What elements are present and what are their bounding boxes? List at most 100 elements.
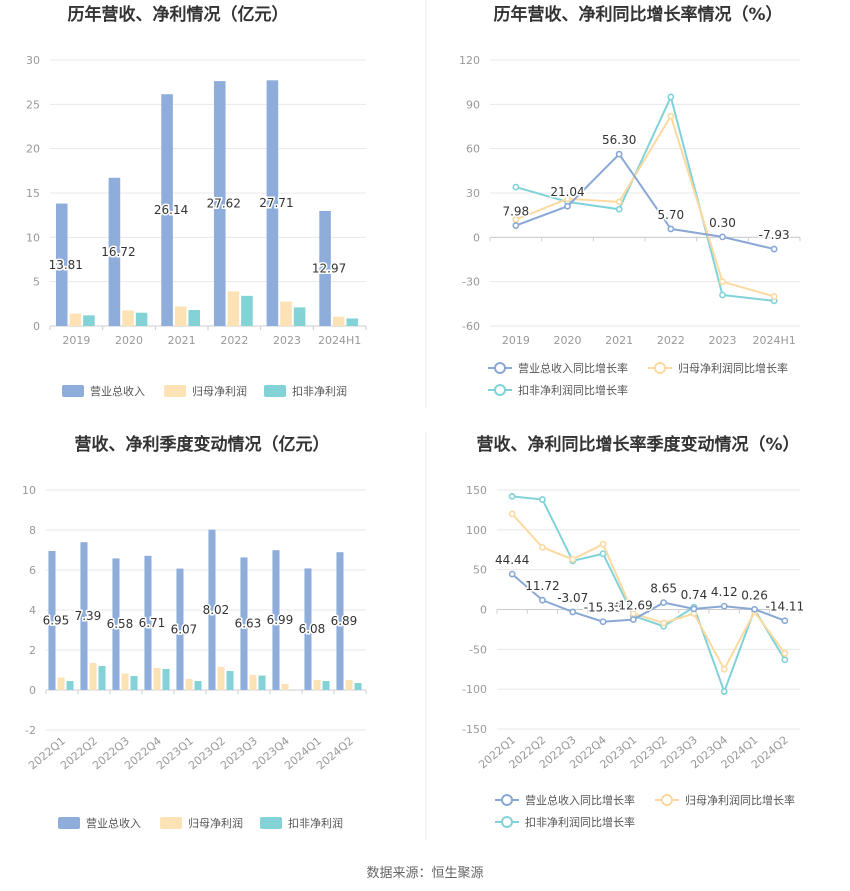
y-tick-label: -150: [462, 723, 487, 736]
quarterly-revenue-profit-chart: 营收、净利季度变动情况（亿元）-202468102022Q12022Q22022…: [22, 434, 367, 830]
y-tick-label: 30: [466, 187, 480, 200]
legend-label: 归母净利润: [188, 816, 243, 830]
legend: 营业总收入 归母净利润 扣非净利润: [58, 816, 343, 830]
bar-data-label: 7.39: [75, 609, 102, 623]
y-tick-label: 15: [26, 187, 40, 200]
bar: [281, 684, 289, 690]
chart-title: 历年营收、净利同比增长率情况（%）: [493, 4, 782, 25]
series-point: [569, 608, 577, 616]
legend: 营业总收入 归母净利润 扣非净利润: [62, 384, 347, 398]
series-point: [599, 618, 607, 626]
legend-label: 营业总收入: [90, 384, 145, 398]
series-point: [629, 610, 637, 617]
legend-label: 扣非净利润同比增长率: [518, 383, 628, 397]
series-point: [781, 649, 789, 657]
series-point: [781, 656, 789, 664]
bar: [345, 680, 353, 690]
series-point: [720, 665, 728, 673]
legend-label: 归母净利润同比增长率: [678, 361, 788, 375]
y-tick-label: 2: [29, 644, 36, 657]
series-point: [569, 555, 577, 563]
bar: [69, 313, 82, 326]
line-data-label: -14.11: [766, 600, 805, 614]
series-point: [667, 112, 675, 120]
bar-data-label: 6.58: [107, 617, 134, 631]
bar: [185, 679, 193, 690]
y-tick-label: 20: [26, 143, 40, 156]
x-tick-label: 2022: [220, 334, 248, 347]
bar-data-label: 27.71: [259, 196, 293, 210]
y-tick-label: 10: [22, 484, 36, 497]
y-tick-label: 25: [26, 98, 40, 111]
legend-marker: [661, 794, 673, 806]
chart-group: 历年营收、净利情况（亿元） 0 5 10 15 20 25 30 2019 2020 2021 202…: [26, 4, 367, 398]
bar: [122, 310, 134, 326]
legend-label: 营业总收入同比增长率: [525, 793, 635, 807]
data-source-note: 数据来源：恒生聚源: [366, 866, 484, 881]
series-point: [667, 225, 675, 233]
bar-data-label: 6.89: [331, 614, 358, 628]
bar-data-label: 13.81: [49, 258, 83, 272]
bar: [57, 677, 65, 690]
series-point: [539, 596, 546, 604]
legend-marker: [494, 362, 506, 374]
bar-data-label: 16.72: [101, 245, 135, 259]
legend-swatch: [58, 817, 80, 829]
series-point: [512, 183, 520, 191]
annual-revenue-profit-chart: 历年营收、净利情况（亿元） 0 5 10 15 20 25 30 2019 2020 2021 202…: [26, 4, 367, 398]
bar: [112, 558, 120, 690]
legend-label: 营业总收入: [86, 816, 141, 830]
x-tick-label: 2021: [605, 334, 633, 347]
x-tick-label: 2020: [554, 334, 582, 347]
line-data-label: 21.04: [550, 185, 584, 199]
chart-group: 营收、净利同比增长率季度变动情况（%）-150-100-500501001502…: [462, 434, 806, 829]
line-data-label: 0.26: [741, 588, 768, 602]
bar: [153, 668, 161, 690]
series-point: [564, 195, 571, 203]
y-tick-label: 120: [459, 54, 480, 67]
line-data-label: 44.44: [495, 553, 529, 567]
line-data-label: 11.72: [525, 579, 559, 593]
bar: [249, 675, 257, 690]
bar: [354, 683, 362, 690]
bar: [66, 681, 74, 690]
y-tick-label: -60: [462, 320, 480, 333]
line-data-label: 7.98: [502, 205, 529, 219]
series-point: [751, 605, 758, 613]
bar: [144, 555, 152, 690]
y-tick-label: 0: [33, 320, 40, 333]
series-line: [515, 152, 775, 251]
y-tick-label: 100: [466, 524, 487, 537]
bar-data-label: 26.14: [154, 203, 188, 217]
bar-data-label: 12.97: [312, 261, 346, 275]
series-point: [720, 688, 728, 695]
x-tick-label: 2019: [502, 334, 530, 347]
x-tick-label: 2024Q2: [314, 734, 356, 772]
chart-title: 营收、净利同比增长率季度变动情况（%）: [476, 434, 799, 455]
chart-group: 历年营收、净利同比增长率情况（%） -60 -30 0 30 60 90 120 2019 202…: [459, 4, 801, 397]
bar: [293, 307, 306, 326]
legend-swatch: [264, 385, 286, 397]
legend-swatch: [160, 817, 182, 829]
bar: [55, 203, 68, 326]
series-point: [615, 198, 623, 206]
legend-swatch: [164, 385, 186, 397]
y-tick-label: 90: [466, 98, 480, 111]
bar: [226, 671, 234, 690]
bar-data-label: 6.63: [235, 617, 262, 631]
bar: [319, 210, 331, 326]
series-point: [599, 550, 607, 558]
y-tick-label: -100: [462, 683, 487, 696]
series-point: [781, 617, 789, 625]
bar: [121, 673, 129, 690]
legend-marker: [501, 794, 513, 806]
line-data-label: 0.74: [681, 588, 708, 602]
annual-growth-rate-chart: 历年营收、净利同比增长率情况（%） -60 -30 0 30 60 90 120 2019 202…: [459, 4, 801, 397]
series-point: [667, 93, 675, 101]
x-tick-label: 2024H1: [318, 334, 361, 347]
legend-label: 营业总收入同比增长率: [518, 361, 628, 375]
x-tick-label: 2021: [168, 334, 196, 347]
quarterly-growth-rate-chart: 营收、净利同比增长率季度变动情况（%）-150-100-500501001502…: [462, 434, 806, 829]
bar: [108, 177, 121, 326]
